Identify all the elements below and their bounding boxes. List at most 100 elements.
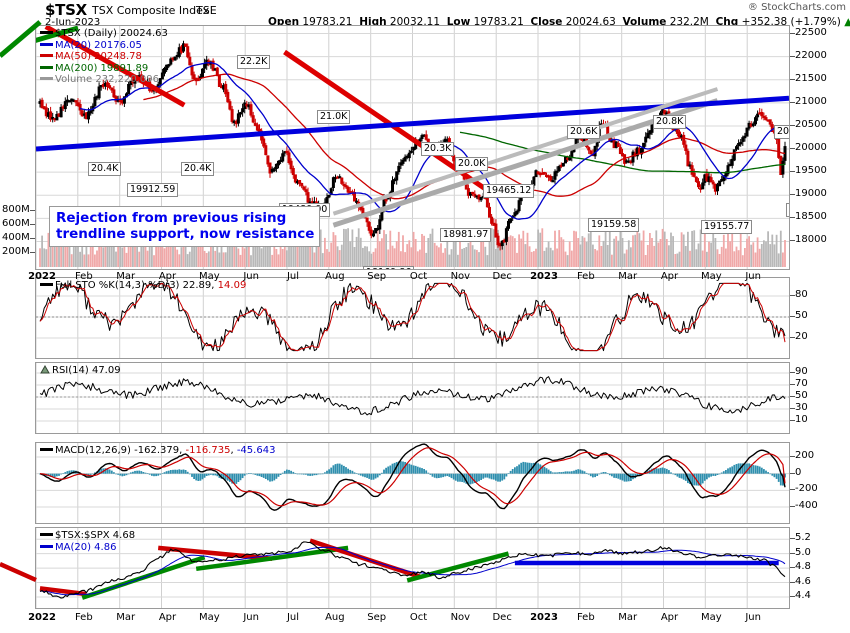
sto-k-value: 22.89 (182, 280, 212, 291)
y-axis-tickmark (790, 194, 795, 196)
symbol-exchange: TSE (196, 4, 217, 17)
x-axis-month-label: Mar (116, 612, 136, 623)
y-axis-tickmark (790, 384, 795, 385)
y-axis-tickmark (790, 55, 795, 57)
y-axis-tickmark (790, 456, 795, 457)
y-axis-tick: 22000 (795, 49, 827, 61)
macd-legend: MACD(12,26,9) -162.379, -116.735, -45.64… (40, 445, 275, 457)
legend-row-ratio: $TSX:$SPX 4.68 (40, 530, 135, 542)
x-axis-month-label: Feb (576, 612, 595, 623)
y-axis-tickmark (790, 337, 795, 338)
y-axis-tick: 19500 (795, 165, 827, 177)
legend-row-ratio-ma20: MA(20) 4.86 (40, 542, 135, 554)
stochastic-legend: Full STO %K(14,3) %D(3) 22.89, 14.09 (40, 280, 246, 292)
x-axis-top: 2022 Feb Mar Apr May Jun Jul Aug Sep Oct Nov Dec 202… (28, 269, 790, 287)
y-axis-tick: 70 (795, 378, 808, 389)
candlestick-icon (40, 31, 53, 34)
y-axis-tickmark (790, 316, 795, 317)
ratio-legend: $TSX:$SPX 4.68 MA(20) 4.86 (40, 530, 135, 553)
macd-label: MACD(12,26,9) (55, 445, 131, 456)
x-axis-month-label: Jul (286, 271, 300, 282)
stockcharts-watermark: ® StockCharts.com (747, 2, 846, 13)
x-axis-month-label: Mar (116, 271, 136, 282)
y-axis-tickmark (790, 32, 795, 34)
line-swatch-ma200-icon (40, 65, 53, 69)
price-callout: 20.0K (455, 157, 489, 171)
ratio-label: $TSX:$SPX 4.68 (55, 530, 136, 541)
price-callout: 20.4K (88, 162, 122, 176)
y-axis-tickmark (790, 538, 795, 540)
y-axis-tick: 22500 (795, 26, 827, 38)
x-axis-month-label: Sep (367, 271, 387, 282)
legend-row-volume: Volume 232,220,096 (40, 74, 168, 86)
legend-ma200-text: MA(200) 19891.89 (55, 62, 149, 74)
price-callout: 19155.77 (701, 220, 753, 234)
legend-row-ma200: MA(200) 19891.89 (40, 63, 168, 75)
volume-axis-tick: 800M (2, 204, 30, 215)
x-axis-month-label: Oct (409, 612, 428, 623)
x-axis-month-label: Apr (660, 271, 679, 282)
price-callout: 20.4K (181, 162, 215, 176)
price-callout: 18981.97 (440, 228, 492, 242)
ratio-plot (36, 528, 789, 608)
legend-ma20-text: MA(20) 20176.05 (55, 39, 142, 51)
x-axis-month-label: May (198, 271, 220, 282)
macd-hist-value: -45.643 (236, 445, 276, 456)
price-callout: 19159.58 (588, 218, 640, 232)
macd-value: -162.379 (134, 445, 180, 456)
y-axis-tick: 200 (795, 450, 815, 461)
price-callout: 22.2K (237, 55, 271, 69)
price-callout: 20.6K (567, 125, 601, 139)
ratio-panel[interactable]: $TSX:$SPX 4.68 MA(20) 4.86 (35, 527, 790, 609)
volume-axis-tick: 600M (2, 218, 30, 229)
chg-up-arrow-icon: ▲ (844, 16, 850, 28)
y-axis-tickmark (790, 489, 795, 491)
price-callout: 19912.59 (127, 183, 179, 197)
stochastic-panel[interactable]: Full STO %K(14,3) %D(3) 22.89, 14.09 (35, 277, 790, 359)
y-axis-tick: -200 (795, 483, 818, 495)
x-axis-month-label: Aug (325, 271, 345, 282)
y-axis-tickmark (790, 78, 795, 80)
legend-price-text: $TSX (Daily) 20024.63 (55, 28, 168, 39)
y-axis-tickmark (790, 408, 795, 409)
sto-d-value: 14.09 (217, 280, 247, 291)
outside-green-trendline (0, 20, 42, 58)
x-axis-month-label: Nov (450, 271, 471, 282)
x-axis-month-label: Apr (158, 271, 177, 282)
x-axis-month-label: Sep (367, 612, 387, 623)
macd-panel[interactable]: MACD(12,26,9) -162.379, -116.735, -45.64… (35, 442, 790, 524)
rsi-label: RSI(14) 47.09 (52, 365, 121, 376)
legend-ma50-text: MA(50) 20248.78 (55, 51, 142, 62)
x-axis-month-label: 2023 (530, 612, 558, 623)
x-axis-month-label: Jun (243, 612, 259, 623)
x-axis-month-label: Oct (409, 271, 428, 282)
rsi-panel[interactable]: RSI(14) 47.09 (35, 362, 790, 434)
x-axis-month-label: Jun (745, 271, 761, 282)
x-axis-month-label: 2023 (530, 271, 558, 282)
line-swatch-ratio-ma20-icon (40, 544, 53, 548)
rsi-plot (36, 363, 789, 433)
y-axis-tickmark (790, 240, 795, 242)
y-axis-tick: 5.0 (795, 546, 811, 558)
x-axis-month-label: Feb (576, 271, 595, 282)
line-swatch-ratio-icon (40, 533, 53, 536)
x-axis-month-label: May (700, 271, 722, 282)
x-axis-month-label: Mar (618, 612, 638, 623)
price-callout: 19465.12 (483, 184, 535, 198)
volume-axis-tickmark (30, 252, 35, 253)
macd-signal-value: -116.735 (185, 445, 231, 456)
sto-label: Full STO %K(14,3) %D(3) (55, 280, 180, 291)
y-axis-tick: 80 (795, 289, 808, 300)
price-plot (36, 26, 789, 269)
line-swatch-macd-icon (40, 448, 53, 451)
y-axis-tick: 50 (795, 390, 808, 401)
y-axis-tick: 20 (795, 331, 808, 342)
price-chart-panel[interactable]: $TSX (Daily) 20024.63 MA(20) 20176.05 MA… (35, 25, 790, 270)
y-axis-tickmark (790, 552, 795, 554)
volume-axis-tickmark (30, 210, 35, 211)
y-axis-tickmark (790, 295, 795, 296)
x-axis-month-label: Mar (618, 271, 638, 282)
y-axis-tick: -400 (795, 500, 818, 511)
x-axis-month-label: Jun (745, 612, 761, 623)
